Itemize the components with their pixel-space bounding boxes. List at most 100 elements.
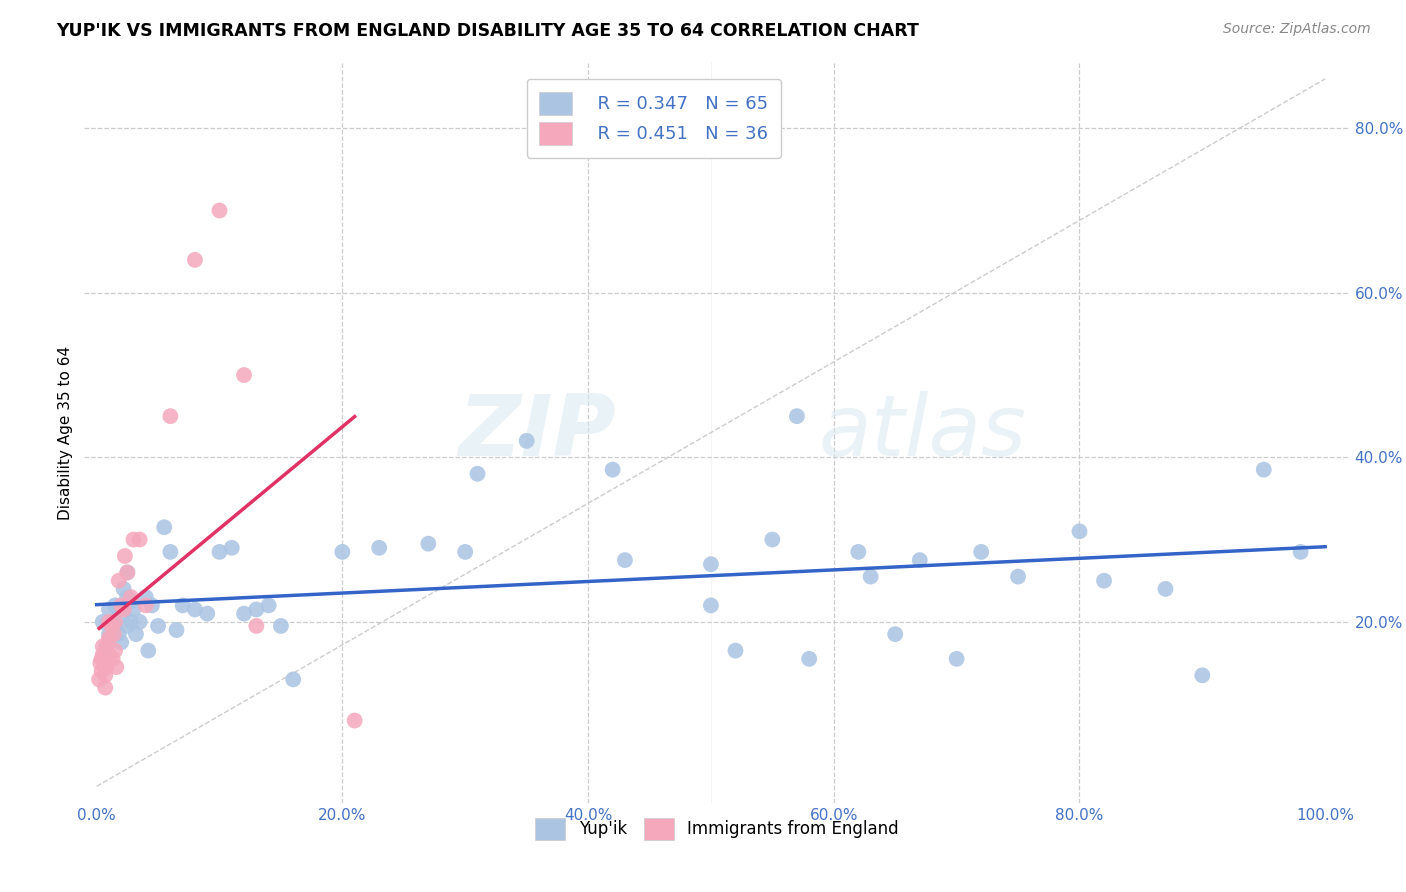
Text: atlas: atlas [818, 391, 1026, 475]
Point [516, 434, 538, 448]
Point [91, 640, 114, 654]
Point [135, 590, 157, 604]
Point [117, 566, 139, 580]
Point [1191, 668, 1213, 682]
Point [122, 602, 145, 616]
Point [125, 627, 148, 641]
Point [146, 619, 169, 633]
Point [884, 627, 907, 641]
Point [159, 409, 181, 424]
Point [786, 409, 808, 424]
Point [700, 599, 723, 613]
Point [112, 607, 135, 621]
Point [602, 462, 624, 476]
Point [100, 615, 122, 629]
Point [700, 558, 723, 572]
Text: YUP'IK VS IMMIGRANTS FROM ENGLAND DISABILITY AGE 35 TO 64 CORRELATION CHART: YUP'IK VS IMMIGRANTS FROM ENGLAND DISABI… [56, 22, 920, 40]
Point [128, 615, 150, 629]
Point [221, 541, 243, 555]
Point [859, 569, 882, 583]
Point [94, 668, 117, 682]
Point [245, 602, 267, 616]
Point [104, 619, 127, 633]
Point [724, 643, 747, 657]
Point [90, 652, 112, 666]
Point [908, 553, 931, 567]
Point [89, 656, 111, 670]
Point [970, 545, 993, 559]
Point [846, 545, 869, 559]
Point [96, 640, 118, 654]
Point [761, 533, 783, 547]
Point [208, 545, 231, 559]
Point [97, 602, 120, 616]
Point [110, 635, 132, 649]
Point [233, 607, 256, 621]
Point [96, 660, 118, 674]
Point [233, 368, 256, 382]
Point [112, 602, 135, 616]
Point [135, 599, 157, 613]
Point [114, 549, 136, 563]
Point [97, 635, 120, 649]
Point [112, 582, 135, 596]
Point [283, 673, 305, 687]
Point [418, 536, 440, 550]
Point [330, 545, 353, 559]
Point [184, 602, 207, 616]
Point [1092, 574, 1115, 588]
Text: Source: ZipAtlas.com: Source: ZipAtlas.com [1223, 22, 1371, 37]
Point [117, 566, 139, 580]
Point [117, 619, 139, 633]
Point [103, 627, 125, 641]
Point [120, 615, 142, 629]
Point [120, 594, 142, 608]
Point [343, 714, 366, 728]
Point [172, 599, 194, 613]
Point [945, 652, 967, 666]
Point [97, 627, 120, 641]
Point [87, 673, 110, 687]
Point [122, 533, 145, 547]
Point [105, 660, 128, 674]
Point [107, 602, 129, 616]
Point [96, 643, 118, 657]
Point [1253, 462, 1275, 476]
Point [613, 553, 636, 567]
Point [1154, 582, 1177, 596]
Point [1069, 524, 1091, 539]
Point [104, 615, 127, 629]
Point [454, 545, 477, 559]
Point [107, 574, 129, 588]
Point [104, 643, 127, 657]
Point [153, 520, 176, 534]
Point [141, 599, 163, 613]
Point [136, 643, 159, 657]
Point [97, 615, 120, 629]
Point [245, 619, 267, 633]
Point [104, 599, 127, 613]
Point [97, 648, 120, 662]
Point [467, 467, 489, 481]
Point [128, 533, 150, 547]
Point [166, 623, 188, 637]
Point [257, 599, 280, 613]
Point [184, 252, 207, 267]
Point [90, 664, 112, 678]
Point [107, 627, 129, 641]
Point [1007, 569, 1029, 583]
Point [208, 203, 231, 218]
Point [120, 590, 142, 604]
Point [195, 607, 218, 621]
Point [110, 599, 132, 613]
Point [94, 681, 117, 695]
Point [1289, 545, 1312, 559]
Point [91, 648, 114, 662]
Point [159, 545, 181, 559]
Point [799, 652, 821, 666]
Point [110, 599, 132, 613]
Y-axis label: Disability Age 35 to 64: Disability Age 35 to 64 [58, 345, 73, 520]
Legend: Yup'ik, Immigrants from England: Yup'ik, Immigrants from England [529, 812, 905, 847]
Point [101, 652, 124, 666]
Point [368, 541, 391, 555]
